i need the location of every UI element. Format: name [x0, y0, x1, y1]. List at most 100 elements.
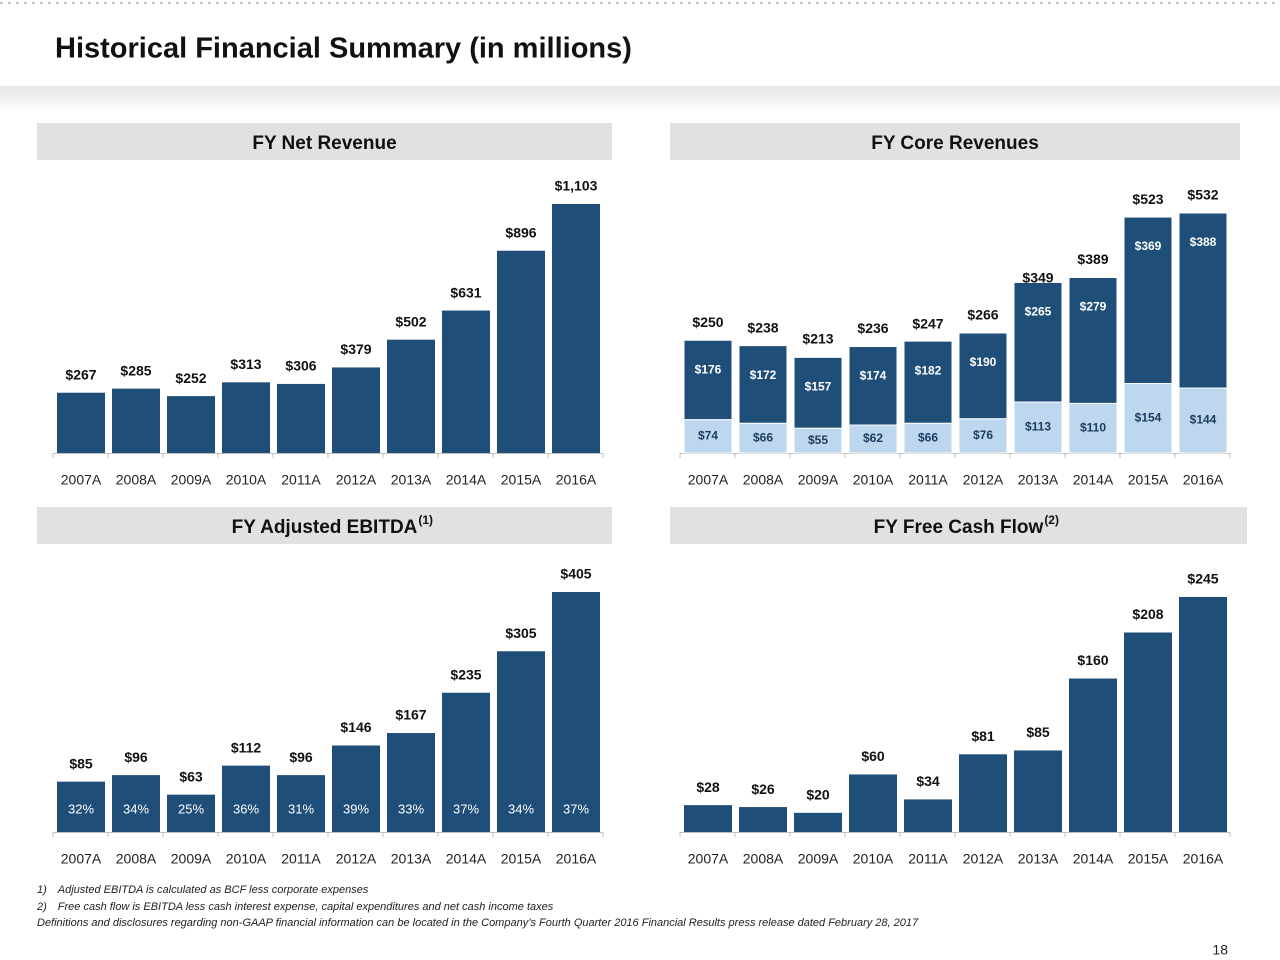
value-label: $896 — [505, 224, 536, 240]
value-label: $305 — [505, 625, 536, 641]
x-tick-label: 2014A — [1073, 472, 1114, 488]
value-label: $146 — [340, 719, 371, 735]
x-tick-label: 2008A — [743, 472, 784, 488]
segment-label: $279 — [1080, 300, 1107, 314]
bar — [57, 392, 105, 453]
margin-label: 37% — [453, 801, 479, 816]
bar-segment — [1178, 212, 1228, 389]
segment-label: $76 — [973, 428, 993, 442]
value-label: $160 — [1077, 652, 1108, 668]
value-label: $252 — [175, 370, 206, 386]
value-label: $81 — [971, 728, 995, 744]
bar-segment — [793, 427, 843, 454]
segment-label: $55 — [808, 433, 828, 447]
total-label: $389 — [1077, 251, 1108, 267]
segment-label: $182 — [915, 363, 942, 377]
x-tick-label: 2007A — [688, 472, 729, 488]
x-tick-label: 2010A — [853, 472, 894, 488]
value-label: $167 — [395, 707, 426, 723]
value-label: $1,103 — [555, 178, 598, 194]
bar-segment — [958, 332, 1008, 420]
x-tick-label: 2013A — [1018, 472, 1059, 488]
bar — [57, 781, 105, 832]
x-tick-label: 2016A — [1183, 851, 1224, 867]
bar — [684, 805, 732, 832]
value-label: $379 — [340, 341, 371, 357]
segment-label: $265 — [1025, 305, 1052, 319]
value-label: $85 — [69, 755, 93, 771]
x-tick-label: 2014A — [446, 472, 487, 488]
footnote: 1) Adjusted EBITDA is calculated as BCF … — [37, 884, 369, 896]
bar — [794, 812, 842, 832]
value-label: $208 — [1132, 606, 1163, 622]
slide-title: Historical Financial Summary (in million… — [55, 33, 632, 65]
value-label: $285 — [120, 362, 151, 378]
bar — [1124, 632, 1172, 832]
total-label: $532 — [1187, 187, 1218, 203]
bar — [167, 794, 215, 832]
bar — [332, 745, 380, 832]
x-tick-label: 2008A — [116, 851, 157, 867]
panel-header — [670, 507, 1247, 544]
value-label: $502 — [395, 313, 426, 329]
x-tick-label: 2007A — [688, 851, 729, 867]
bar — [442, 692, 490, 832]
bar — [1179, 597, 1227, 832]
x-tick-label: 2016A — [556, 472, 597, 488]
segment-label: $74 — [698, 428, 718, 442]
bar-segment — [1123, 383, 1173, 454]
title-band — [0, 86, 1280, 112]
bar — [442, 310, 490, 453]
segment-label: $176 — [695, 362, 722, 376]
total-label: $247 — [912, 315, 943, 331]
bar — [277, 775, 325, 832]
bar-segment — [683, 419, 733, 454]
bar-segment — [793, 356, 843, 429]
total-label: $236 — [857, 320, 888, 336]
bar — [1069, 678, 1117, 832]
x-tick-label: 2012A — [336, 851, 377, 867]
x-tick-label: 2015A — [501, 472, 542, 488]
bar-segment — [1068, 277, 1118, 404]
x-tick-label: 2014A — [1073, 851, 1114, 867]
value-label: $26 — [751, 781, 775, 797]
x-tick-label: 2008A — [743, 851, 784, 867]
value-label: $60 — [861, 748, 885, 764]
x-tick-label: 2007A — [61, 472, 102, 488]
x-tick-label: 2014A — [446, 851, 487, 867]
x-tick-label: 2013A — [391, 851, 432, 867]
segment-label: $113 — [1025, 420, 1051, 434]
panel-title-note: (1) — [418, 513, 433, 527]
bar — [497, 651, 545, 832]
x-tick-label: 2012A — [963, 472, 1004, 488]
bar — [387, 339, 435, 453]
panel-header — [670, 123, 1240, 160]
panel-title: FY Free Cash Flow — [874, 517, 1044, 538]
value-label: $313 — [230, 356, 261, 372]
margin-label: 36% — [233, 801, 259, 816]
total-label: $250 — [692, 314, 723, 330]
bar-segment — [1068, 402, 1118, 454]
value-label: $405 — [560, 566, 591, 582]
value-label: $85 — [1026, 724, 1050, 740]
value-label: $631 — [450, 284, 481, 300]
value-label: $267 — [65, 366, 96, 382]
bar — [849, 774, 897, 832]
panel-title-note: (2) — [1044, 513, 1059, 527]
total-label: $266 — [967, 307, 998, 323]
value-label: $28 — [696, 779, 720, 795]
segment-label: $66 — [753, 430, 773, 444]
segment-label: $190 — [970, 355, 997, 369]
x-tick-label: 2011A — [281, 472, 321, 488]
bar-segment — [1123, 216, 1173, 385]
bar — [277, 383, 325, 453]
bar — [332, 367, 380, 453]
value-label: $306 — [285, 358, 316, 374]
value-label: $245 — [1187, 571, 1218, 587]
value-label: $96 — [289, 749, 313, 765]
bar — [167, 396, 215, 453]
value-label: $96 — [124, 749, 148, 765]
bar — [112, 388, 160, 453]
value-label: $20 — [806, 787, 830, 803]
